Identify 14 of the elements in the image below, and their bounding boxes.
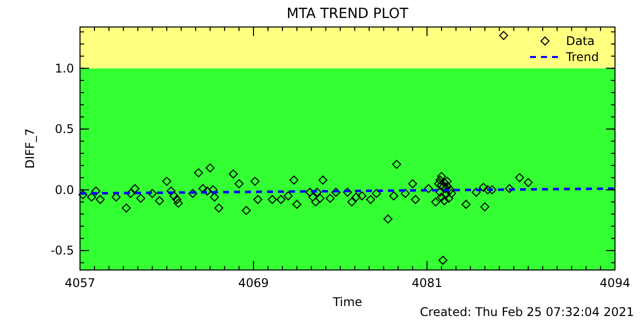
x-tick-label: 4081 [412,276,442,290]
chart-title: MTA TREND PLOT [286,6,409,22]
text: Created: Thu Feb 25 07:32:04 2021 [420,305,634,319]
y-axis-title: DIFF_7 [23,128,37,169]
x-tick-label: 4094 [600,276,630,290]
y-tick-label: 1.0 [54,61,74,76]
y-tick-label: -0.5 [50,244,74,258]
x-tick-label: 4069 [238,276,269,290]
y-tick-label: 0.0 [54,182,74,197]
legend-label: Trend [565,50,599,64]
legend-label: Data [566,34,595,48]
x-axis-title: Time [332,295,362,309]
x-tick-label: 4057 [64,276,96,290]
y-tick-label: 0.5 [54,122,74,136]
